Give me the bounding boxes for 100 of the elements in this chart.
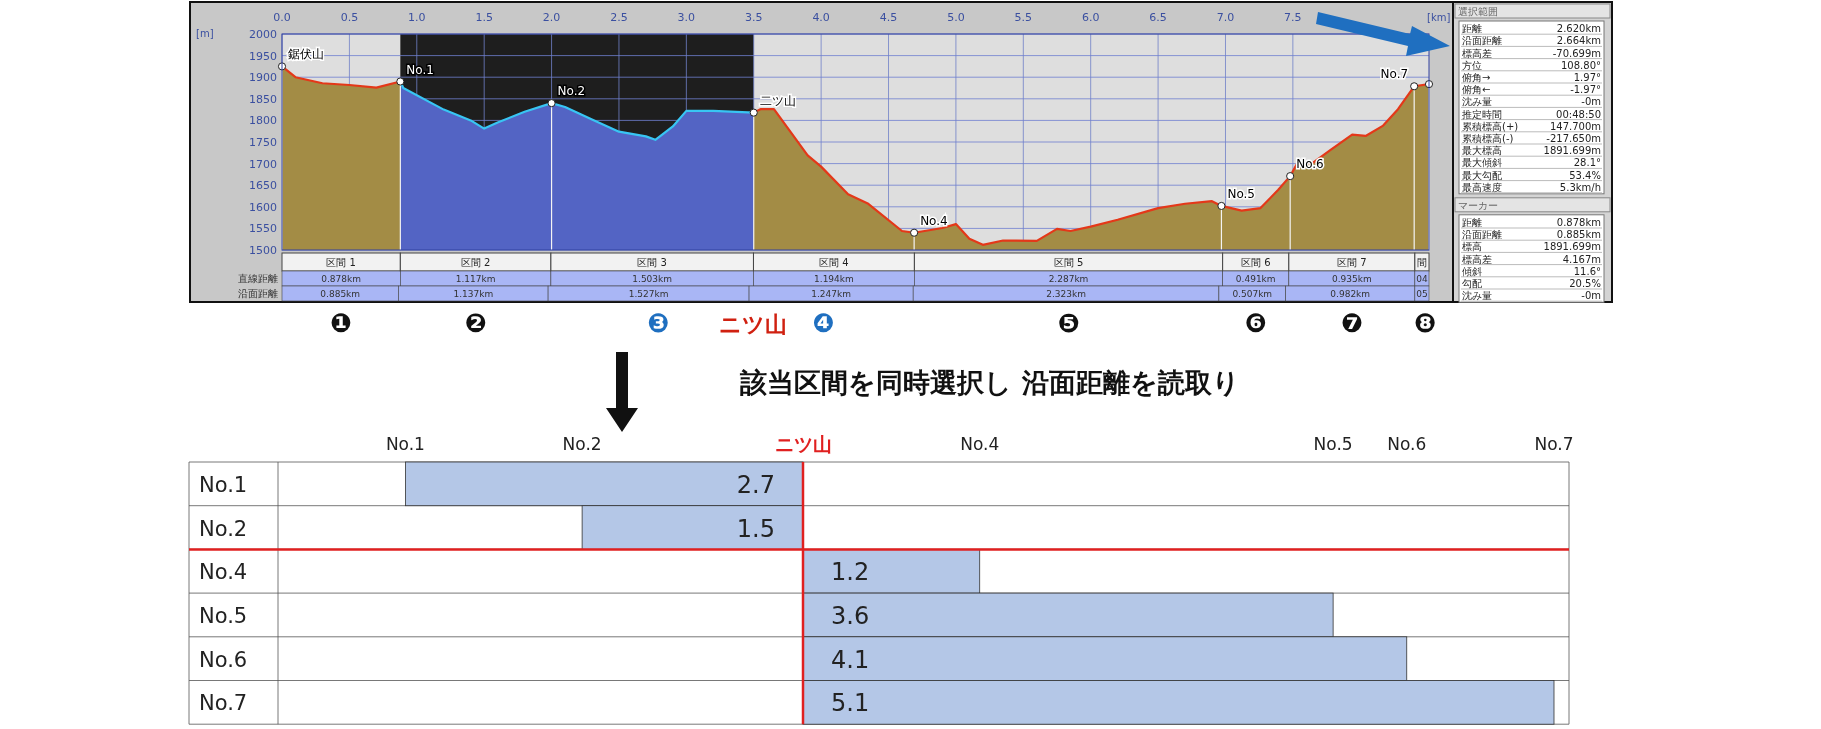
category-label: 累積標高(+)	[1462, 120, 1519, 132]
point	[547, 99, 556, 108]
y-axis-title: [m]	[196, 28, 214, 39]
category-label: 俯角→	[1462, 72, 1491, 83]
y-tick-label: No.5	[199, 603, 248, 628]
text: -0m	[1581, 290, 1601, 302]
x-tick-label: 0.0	[273, 11, 291, 24]
ref-line-label: ニツ山	[774, 433, 832, 455]
category-label: No.4	[960, 434, 1000, 454]
category-label: 俯角←	[1462, 84, 1491, 96]
text: 28.1°	[1573, 157, 1601, 169]
text: 11.6°	[1573, 265, 1601, 277]
text: 選択範囲	[1458, 6, 1498, 17]
point	[1217, 201, 1226, 210]
text: 0.878km	[1556, 217, 1601, 228]
x-tick-label: 6.0	[1081, 11, 1100, 24]
text: ❻	[1244, 308, 1267, 338]
y-tick-label: No.6	[199, 647, 248, 672]
text: ❷	[464, 308, 487, 338]
y-tick-label: No.7	[199, 691, 248, 716]
text: 4.167m	[1562, 253, 1601, 265]
data-label: 0.507km	[1232, 289, 1273, 299]
y-tick-label: 2000	[249, 28, 277, 41]
text: ❺	[1057, 308, 1080, 338]
category-label: 最高速度	[1462, 181, 1502, 193]
category-label: No.2	[562, 434, 602, 454]
text: 0.885km	[1556, 229, 1601, 241]
text: 20.5%	[1569, 278, 1601, 289]
text: 00:48:50	[1556, 108, 1601, 120]
y-tick-label: 1700	[249, 157, 277, 171]
data-label: 05	[1416, 289, 1428, 299]
category-label: 標高	[1462, 241, 1482, 253]
point	[1410, 82, 1419, 91]
x-tick-label: 7.5	[1284, 11, 1302, 24]
category-label: 勾配	[1462, 278, 1482, 289]
data-label: 3.6	[831, 601, 870, 630]
category-label: 距離	[1462, 217, 1482, 228]
category-label: 最大傾斜	[1462, 157, 1502, 169]
text: 147.700m	[1549, 120, 1601, 132]
text: 1891.699m	[1543, 241, 1601, 253]
category-label: 沈み量	[1462, 96, 1492, 108]
y-tick-label: 1750	[249, 136, 277, 149]
annotation: No.4	[920, 213, 948, 228]
category-label: 累積標高(-)	[1462, 133, 1514, 144]
text: -0m	[1581, 96, 1601, 108]
x-tick-label: 1.0	[408, 11, 426, 24]
data-label: 1.137km	[453, 289, 494, 299]
category-label: 区間 5	[1053, 257, 1084, 268]
text: ❶	[330, 308, 353, 338]
data-label: 1.247km	[811, 289, 851, 299]
text: 53.4%	[1569, 169, 1601, 181]
y-tick-label: 1850	[249, 92, 277, 106]
y-tick-label: 1950	[249, 49, 277, 63]
category-label: No.7	[1534, 434, 1574, 454]
data-label: 1.2	[831, 558, 870, 587]
category-label: 最大勾配	[1462, 169, 1502, 181]
category-label: 標高差	[1462, 47, 1492, 59]
x-tick-label: 5.0	[947, 11, 965, 24]
x-axis-title: [km]	[1427, 12, 1451, 23]
data-label: 0.491km	[1235, 274, 1276, 284]
annotation: 鋸伏山	[288, 47, 324, 62]
text: 108.80°	[1561, 59, 1601, 71]
annotation: 二ツ山	[759, 93, 796, 108]
x-tick-label: 0.5	[340, 11, 359, 24]
category-label: No.5	[1313, 434, 1353, 454]
data-label: 04	[1416, 274, 1428, 284]
category-label: No.1	[385, 434, 425, 454]
category-label: 区間 1	[326, 257, 356, 268]
category-label: 区間 6	[1240, 257, 1271, 268]
category-label: 方位	[1462, 59, 1482, 71]
category-label: 区間 2	[460, 257, 491, 268]
x-tick-label: 1.5	[475, 11, 493, 24]
y-tick-label: 1650	[249, 179, 277, 193]
series-label: 沿面距離	[238, 288, 278, 299]
x-tick-label: 6.5	[1149, 11, 1167, 24]
category-label: 標高差	[1462, 253, 1492, 265]
category-label: 傾斜	[1462, 265, 1482, 277]
point	[396, 77, 405, 86]
text: 該当区間を同時選択し 沿面距離を読取り	[739, 367, 1240, 398]
y-tick-label: 1550	[249, 222, 277, 236]
data-label: 2.7	[736, 470, 775, 499]
text: -217.650m	[1546, 133, 1601, 144]
data-label: 5.1	[831, 689, 870, 718]
annotation: No.1	[406, 62, 434, 77]
text: -1.97°	[1570, 84, 1601, 96]
category-label: No.6	[1387, 434, 1427, 454]
data-label: 2.323km	[1046, 289, 1086, 299]
y-tick-label: 1800	[249, 114, 277, 128]
text: 2.620km	[1556, 23, 1601, 35]
y-tick-label: 1900	[249, 71, 277, 85]
category-label: 区間 7	[1337, 257, 1367, 268]
x-tick-label: 4.5	[879, 11, 898, 24]
point	[1286, 172, 1295, 181]
data-label: 0.885km	[320, 289, 361, 299]
category-label: 推定時間	[1462, 108, 1502, 120]
text: 5.3km/h	[1559, 181, 1601, 193]
text: マーカー	[1458, 199, 1498, 211]
text: 1.97°	[1573, 72, 1601, 83]
annotation: No.2	[557, 84, 586, 99]
point	[749, 108, 758, 117]
